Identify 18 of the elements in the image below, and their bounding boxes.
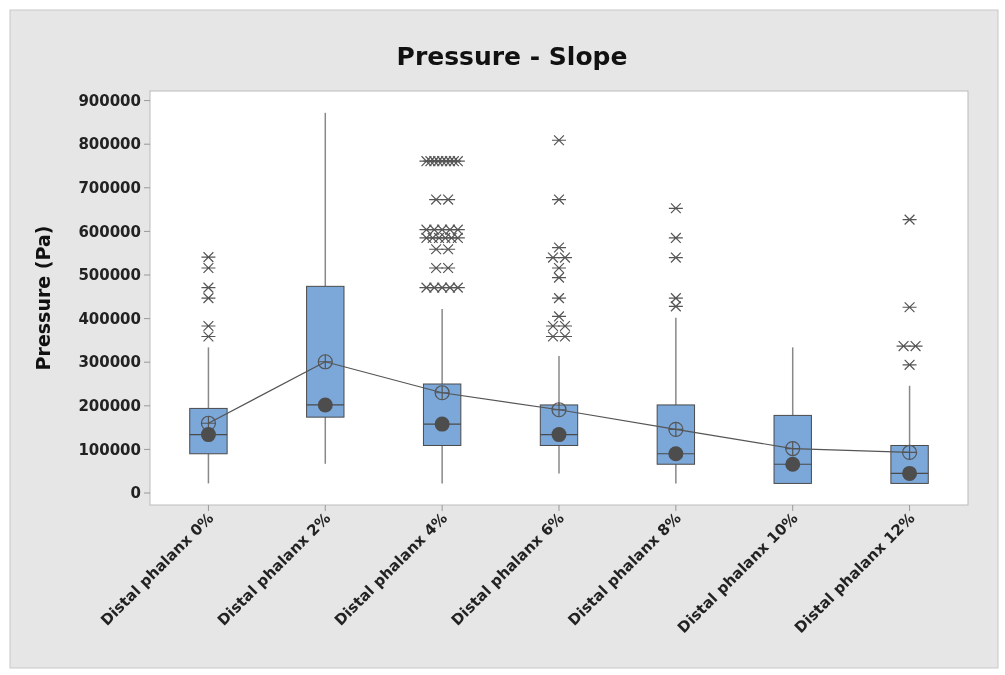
y-axis-title: Pressure (Pa) <box>32 225 54 371</box>
y-tick-label: 800000 <box>78 135 141 154</box>
y-tick-label: 100000 <box>78 440 141 459</box>
y-tick-label: 400000 <box>78 309 141 328</box>
point <box>902 465 918 481</box>
chart-title: Pressure - Slope <box>396 42 628 71</box>
point <box>434 416 450 432</box>
y-tick-label: 500000 <box>78 266 141 285</box>
point <box>551 427 567 443</box>
point <box>317 397 333 413</box>
point <box>785 456 801 472</box>
y-tick-label: 700000 <box>78 179 141 198</box>
y-tick-label: 0 <box>130 484 141 503</box>
y-tick-label: 900000 <box>78 91 141 110</box>
y-tick-label: 200000 <box>78 397 141 416</box>
y-tick-label: 600000 <box>78 222 141 241</box>
point <box>668 446 684 462</box>
y-tick-label: 300000 <box>78 353 141 372</box>
